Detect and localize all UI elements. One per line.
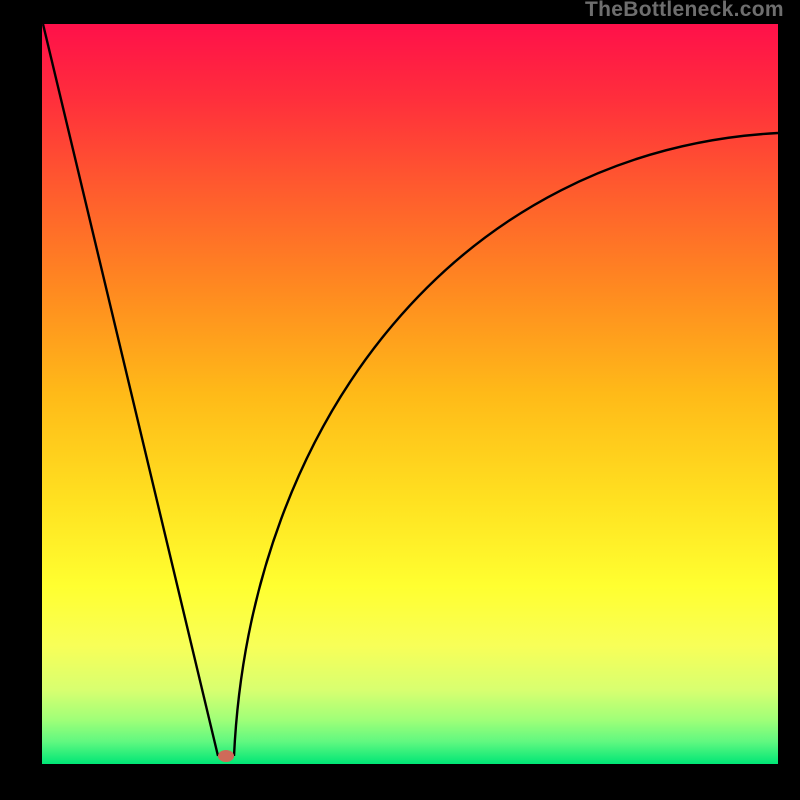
watermark-text: TheBottleneck.com xyxy=(585,0,784,22)
frame-bottom xyxy=(0,764,800,800)
frame-left xyxy=(0,0,42,800)
optimum-marker xyxy=(218,750,234,762)
plot-background xyxy=(42,24,778,764)
frame-right xyxy=(778,0,800,800)
bottleneck-chart xyxy=(0,0,800,800)
